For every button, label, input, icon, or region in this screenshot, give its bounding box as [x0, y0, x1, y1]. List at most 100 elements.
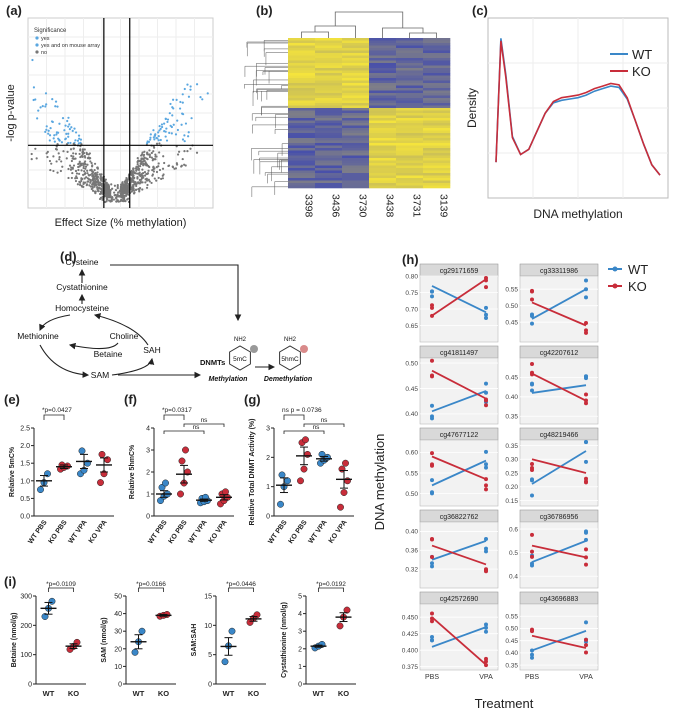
non-significant-point	[59, 169, 62, 173]
non-significant-point	[45, 152, 48, 155]
significant-point	[183, 134, 186, 137]
significant-point	[54, 100, 58, 103]
y-tick-label: 0.45	[505, 320, 518, 327]
ko-point	[584, 547, 588, 552]
non-significant-point	[151, 173, 155, 176]
methyl-group	[250, 345, 258, 353]
heatmap-cell	[369, 73, 397, 76]
node-homocysteine: Homocysteine	[55, 303, 109, 313]
heatmap-cell	[396, 50, 424, 54]
heatmap-cell	[342, 138, 370, 141]
heatmap-cell	[369, 103, 397, 106]
y-tick-label: 0	[118, 682, 122, 689]
heatmap-cell	[315, 113, 343, 116]
heatmap-cell	[342, 50, 370, 54]
heatmap-cell	[288, 100, 316, 104]
wt-point	[530, 652, 534, 657]
significance-bracket	[163, 430, 205, 434]
heatmap-cell	[288, 68, 316, 71]
ko-trend-line	[431, 544, 487, 566]
significant-point	[168, 112, 171, 115]
significant-point	[160, 125, 164, 129]
non-significant-point	[163, 161, 166, 165]
non-significant-point	[142, 153, 146, 156]
x-tick-label: WT	[133, 689, 145, 698]
significant-point	[67, 132, 70, 135]
non-significant-point	[82, 182, 85, 186]
heatmap-cell	[315, 180, 343, 184]
heatmap-cell	[288, 158, 316, 161]
non-significant-point	[195, 151, 199, 154]
heatmap-cell	[315, 98, 343, 101]
significant-point	[153, 134, 157, 137]
heatmap-cell	[396, 138, 424, 141]
data-point	[228, 627, 236, 635]
non-significant-point	[75, 172, 79, 175]
ko-point	[530, 549, 534, 554]
non-significant-point	[135, 184, 138, 188]
significant-point	[176, 119, 179, 122]
heatmap-cell	[396, 73, 424, 76]
heatmap-cell	[288, 148, 316, 151]
heatmap-cell	[315, 55, 343, 59]
non-significant-point	[67, 167, 70, 171]
significance-bracket	[48, 587, 74, 592]
non-significant-point	[148, 155, 152, 159]
heatmap-cell	[315, 103, 343, 106]
significant-point	[32, 98, 35, 102]
heatmap-cell	[288, 145, 316, 149]
data-point	[278, 471, 286, 479]
heatmap-cell	[369, 45, 397, 49]
non-significant-point	[72, 164, 76, 167]
heatmap-cell	[342, 63, 370, 66]
y-tick-label: 0.0	[20, 514, 30, 521]
heatmap-cell	[369, 143, 397, 146]
y-tick-label: 0.36	[405, 548, 418, 555]
non-significant-point	[157, 165, 160, 168]
significant-point	[158, 129, 161, 132]
y-tick-label: 3	[266, 426, 270, 433]
panel-c-label: (c)	[472, 3, 488, 18]
heatmap-cell	[369, 65, 397, 69]
y-axis-label: Relative 5hmC%	[129, 444, 136, 499]
non-significant-point	[97, 186, 101, 189]
legend-entry: yes and on mouse array	[41, 43, 100, 49]
non-significant-point	[77, 168, 80, 172]
wt-point	[484, 546, 488, 551]
non-significant-point	[145, 179, 149, 182]
ko-point	[484, 477, 488, 482]
heatmap-cell	[342, 85, 370, 89]
significant-point	[157, 139, 160, 142]
significance-label: ns p = 0.0736	[282, 407, 322, 414]
non-significant-point	[115, 197, 118, 200]
non-significant-point	[142, 157, 145, 160]
non-significant-point	[82, 166, 85, 170]
significant-point	[63, 129, 66, 132]
heatmap-cell	[342, 125, 370, 129]
non-significant-point	[174, 167, 178, 170]
heatmap-cell	[396, 125, 424, 129]
heatmap-cell	[315, 68, 343, 71]
non-significant-point	[145, 177, 148, 180]
wt-trend-line	[431, 626, 487, 648]
non-significant-point	[175, 163, 179, 166]
panel-g-label: (g)	[244, 392, 261, 407]
heatmap-cell	[423, 50, 451, 54]
non-significant-point	[93, 168, 96, 172]
density-plot: WT KO DNA methylation Density	[465, 17, 669, 221]
heatmap-cell	[342, 120, 370, 124]
significance-label: ns	[193, 424, 201, 431]
y-tick-label: 0.45	[505, 375, 518, 382]
y-tick-label: 5	[208, 652, 212, 659]
significant-point	[153, 138, 156, 141]
heatmap-cell	[396, 78, 424, 81]
non-significant-point	[136, 157, 139, 160]
non-significant-point	[75, 176, 79, 180]
non-significant-point	[132, 176, 135, 179]
heatmap-cell	[369, 133, 397, 136]
non-significant-point	[85, 153, 89, 156]
non-significant-point	[146, 152, 149, 155]
heatmap-cell	[396, 165, 424, 169]
heatmap-cell	[315, 120, 343, 124]
heatmap-cell	[396, 60, 424, 64]
